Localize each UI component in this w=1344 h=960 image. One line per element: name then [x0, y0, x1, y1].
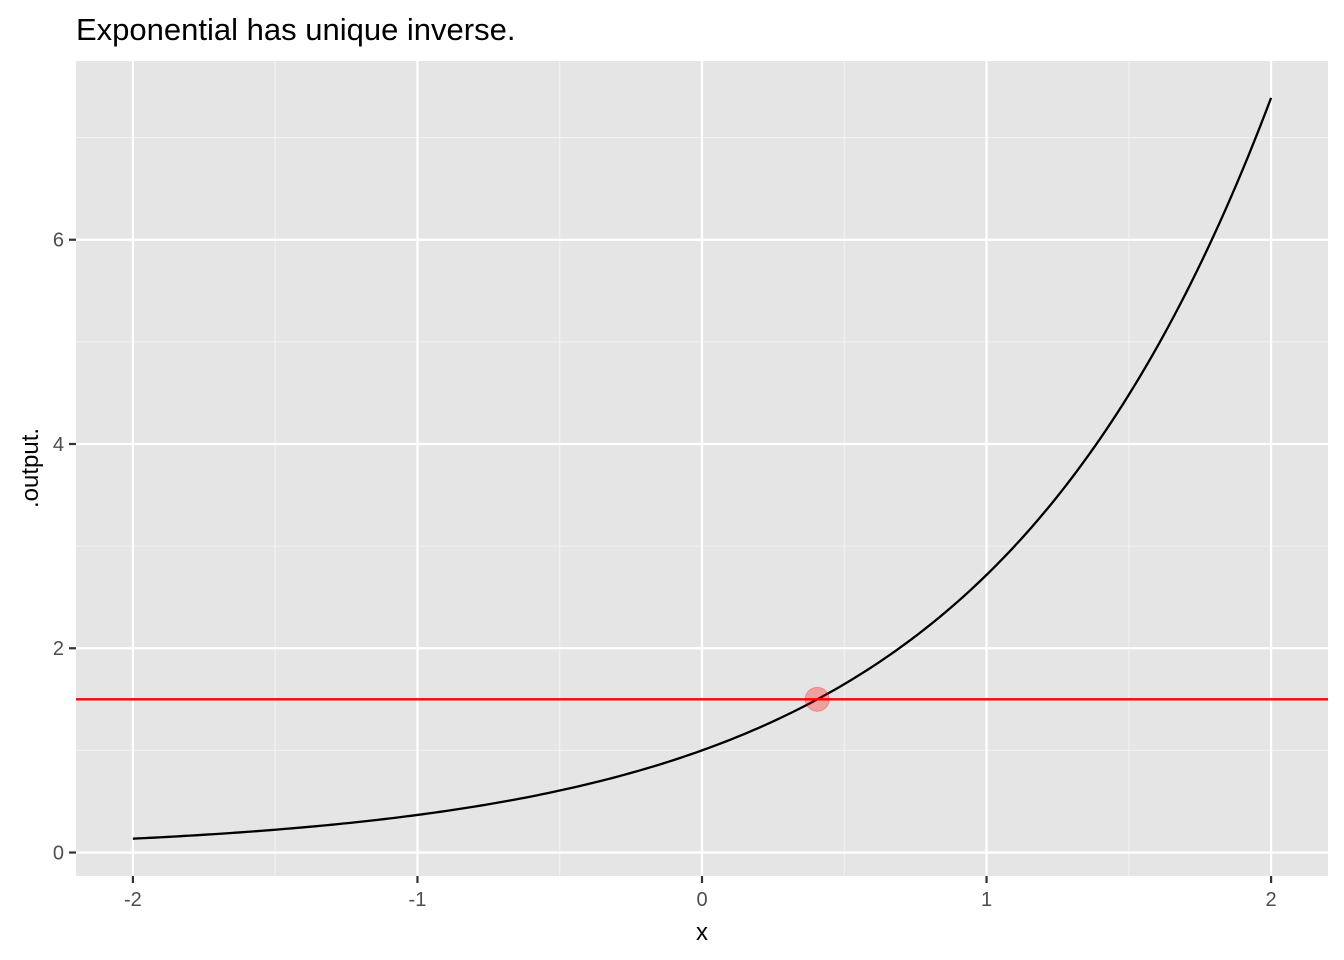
chart-title: Exponential has unique inverse. — [76, 12, 515, 47]
y-tick-label: 4 — [53, 434, 64, 456]
x-axis: -2 -1 0 1 2 — [124, 876, 1277, 911]
x-tick-label: 1 — [981, 889, 992, 911]
y-axis-title: .output. — [17, 428, 44, 508]
y-axis: 0 2 4 6 — [53, 230, 76, 865]
x-axis-title: x — [696, 919, 708, 946]
intersection-point — [804, 686, 830, 712]
x-tick-label: -2 — [124, 889, 142, 911]
major-grid — [76, 61, 1328, 876]
y-tick-label: 0 — [53, 843, 64, 865]
y-tick-label: 2 — [53, 638, 64, 660]
x-tick-label: -1 — [409, 889, 427, 911]
x-tick-label: 0 — [696, 889, 707, 911]
exp-curve — [132, 97, 1273, 840]
x-tick-label: 2 — [1266, 889, 1277, 911]
y-tick-label: 6 — [53, 230, 64, 252]
